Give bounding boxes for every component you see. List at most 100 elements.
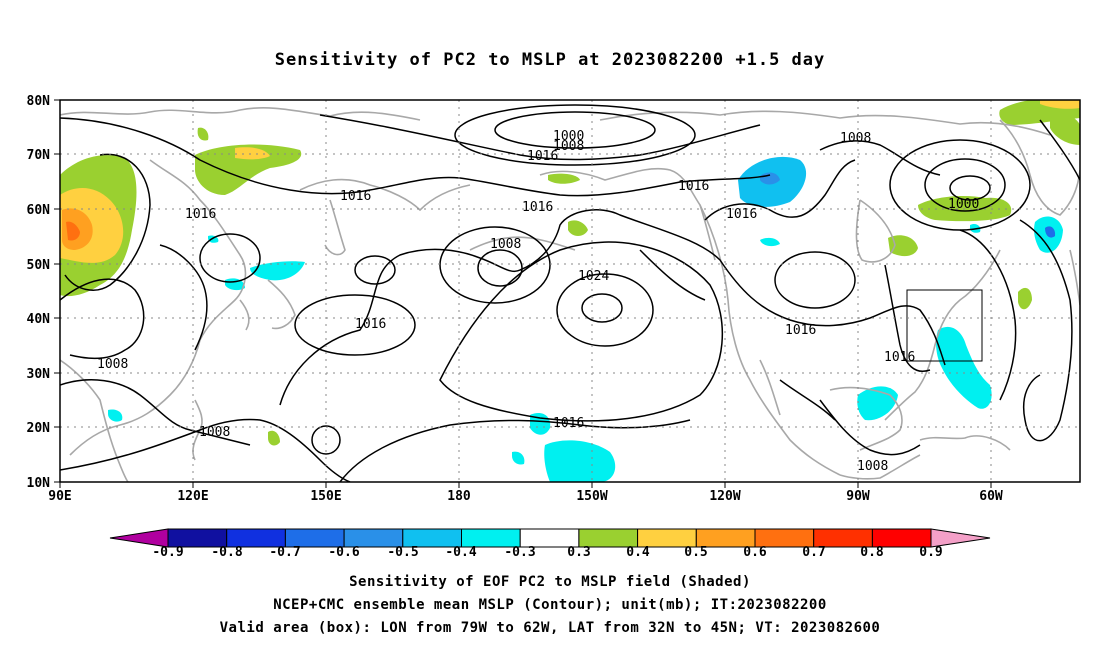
colorbar-tick-label: 0.4	[626, 545, 650, 560]
contour-label: 1016	[340, 189, 371, 204]
colorbar-tick-label: 0.8	[860, 545, 884, 560]
lon-label: 90E	[48, 489, 71, 504]
contour-1016-upper	[60, 117, 771, 197]
contour-1000-arctic	[494, 111, 656, 149]
contour-low-nwpac	[311, 425, 341, 455]
coastline-asia-east	[69, 159, 247, 456]
valid-area-box	[906, 289, 983, 362]
contour-label: 1016	[185, 207, 216, 222]
lat-label: 20N	[27, 421, 51, 436]
lat-label: 40N	[27, 312, 51, 327]
negative-region-atlantic-core	[1045, 226, 1056, 238]
lon-label: 60W	[979, 489, 1003, 504]
contour-1024-high-inner	[581, 293, 623, 323]
positive-region-pacific	[568, 220, 588, 236]
contour-1008-arctic	[454, 104, 696, 166]
coastline-aleutians	[469, 236, 576, 251]
coastline-kamchatka	[324, 199, 346, 256]
positive-region-greenland-east	[1050, 114, 1080, 145]
contour-label: 1008	[857, 459, 888, 474]
coastline-canada-arctic	[599, 110, 1051, 136]
colorbar-tick-label: 0.3	[567, 545, 590, 560]
contour-label: 1000	[553, 129, 584, 144]
plot-frame	[59, 99, 1081, 483]
contour-1024-high	[556, 273, 654, 347]
lat-label: 30N	[27, 367, 51, 382]
contour-label: 1016	[553, 416, 584, 431]
sensitivity-shading	[60, 100, 1080, 482]
contour-1008-tropic	[60, 418, 351, 482]
lat-label: 10N	[27, 476, 51, 491]
lat-label: 60N	[27, 203, 51, 218]
negative-region-small-se	[108, 409, 123, 422]
colorbar-tick-label: -0.4	[445, 545, 476, 560]
lon-label: 150E	[310, 489, 341, 504]
tick-marks	[54, 99, 992, 488]
coastline-japan	[267, 279, 296, 330]
negative-region-tropical	[544, 440, 616, 482]
lon-label: 120W	[709, 489, 740, 504]
positive-region-greenland-inner	[1040, 100, 1080, 109]
contour-1008-aleut	[477, 249, 523, 287]
contour-1016-big	[279, 209, 946, 406]
contour-1008-seasia	[60, 379, 251, 446]
footer-line-1: Sensitivity of EOF PC2 to MSLP field (Sh…	[349, 574, 751, 590]
coastline-central-america	[839, 454, 921, 480]
contour-1016-canada	[704, 159, 856, 221]
coastline-indochina	[60, 359, 129, 482]
lat-label: 80N	[27, 94, 51, 109]
coastline-greenland-south	[1069, 249, 1080, 306]
colorbar-ticks: -0.9 -0.8 -0.7 -0.6 -0.5 -0.4 -0.3 0.3 0…	[152, 545, 942, 560]
coastline-asia-arctic	[60, 107, 421, 121]
contour-1016-alaska	[639, 249, 706, 301]
contour-1008-asia	[64, 153, 151, 291]
contour-1016-mid	[159, 244, 208, 351]
colorbar-tick-label: -0.6	[328, 545, 359, 560]
contour-1008-sam	[819, 399, 921, 456]
contour-1016-atl	[959, 229, 1017, 401]
colorbar	[109, 528, 991, 548]
contour-label: 1016	[678, 179, 709, 194]
contour-1008-labrador	[924, 158, 1006, 212]
coastline-north-america-east	[884, 249, 1001, 421]
contour-label: 1016	[726, 207, 757, 222]
positive-region-sea	[548, 173, 580, 184]
contour-1016-high	[439, 241, 724, 422]
contour-label: 1016	[884, 350, 915, 365]
gridlines	[60, 100, 1080, 482]
lat-label: 70N	[27, 148, 51, 163]
contour-1016-tropic	[339, 419, 691, 482]
positive-region-kamchatka	[197, 127, 209, 141]
colorbar-tick-label: -0.5	[387, 545, 418, 560]
lon-label: 150W	[576, 489, 607, 504]
positive-region-asia-core2	[66, 221, 80, 241]
colorbar-tick-label: -0.9	[152, 545, 183, 560]
colorbar-tick-label: -0.3	[504, 545, 535, 560]
negative-region-eastcoast	[936, 326, 992, 409]
negative-region-tropical-small2	[512, 451, 525, 465]
footer-line-2: NCEP+CMC ensemble mean MSLP (Contour); u…	[273, 597, 827, 613]
positive-region-hudson	[888, 235, 918, 257]
coastline-gulf	[829, 386, 903, 451]
contour-labels: 1000 1008 1016 1008 1000 1016 1016 1016 …	[97, 129, 979, 474]
footer-line-3: Valid area (box): LON from 79W to 62W, L…	[219, 620, 881, 636]
negative-region-japan	[250, 261, 305, 281]
contour-label: 1024	[578, 269, 609, 284]
coastline-greenland	[999, 119, 1080, 216]
contour-label: 1008	[199, 425, 230, 440]
lat-label: 50N	[27, 258, 51, 273]
contour-label: 1016	[785, 323, 816, 338]
contour-1016-siberia	[199, 233, 261, 283]
contour-1016-east	[884, 264, 931, 372]
map-title: Sensitivity of PC2 to MSLP at 2023082200…	[274, 50, 826, 70]
positive-region-siberia	[195, 144, 302, 195]
contour-1016-gulf	[779, 379, 836, 421]
contour-label: 1000	[948, 197, 979, 212]
coastline-alaska	[539, 167, 716, 261]
coastline-caribbean	[919, 435, 1011, 451]
contour-1016-nam	[774, 251, 856, 309]
contour-1016-aleut	[439, 226, 551, 304]
coastline-korea	[239, 299, 250, 331]
contour-1016-asia	[60, 278, 145, 360]
